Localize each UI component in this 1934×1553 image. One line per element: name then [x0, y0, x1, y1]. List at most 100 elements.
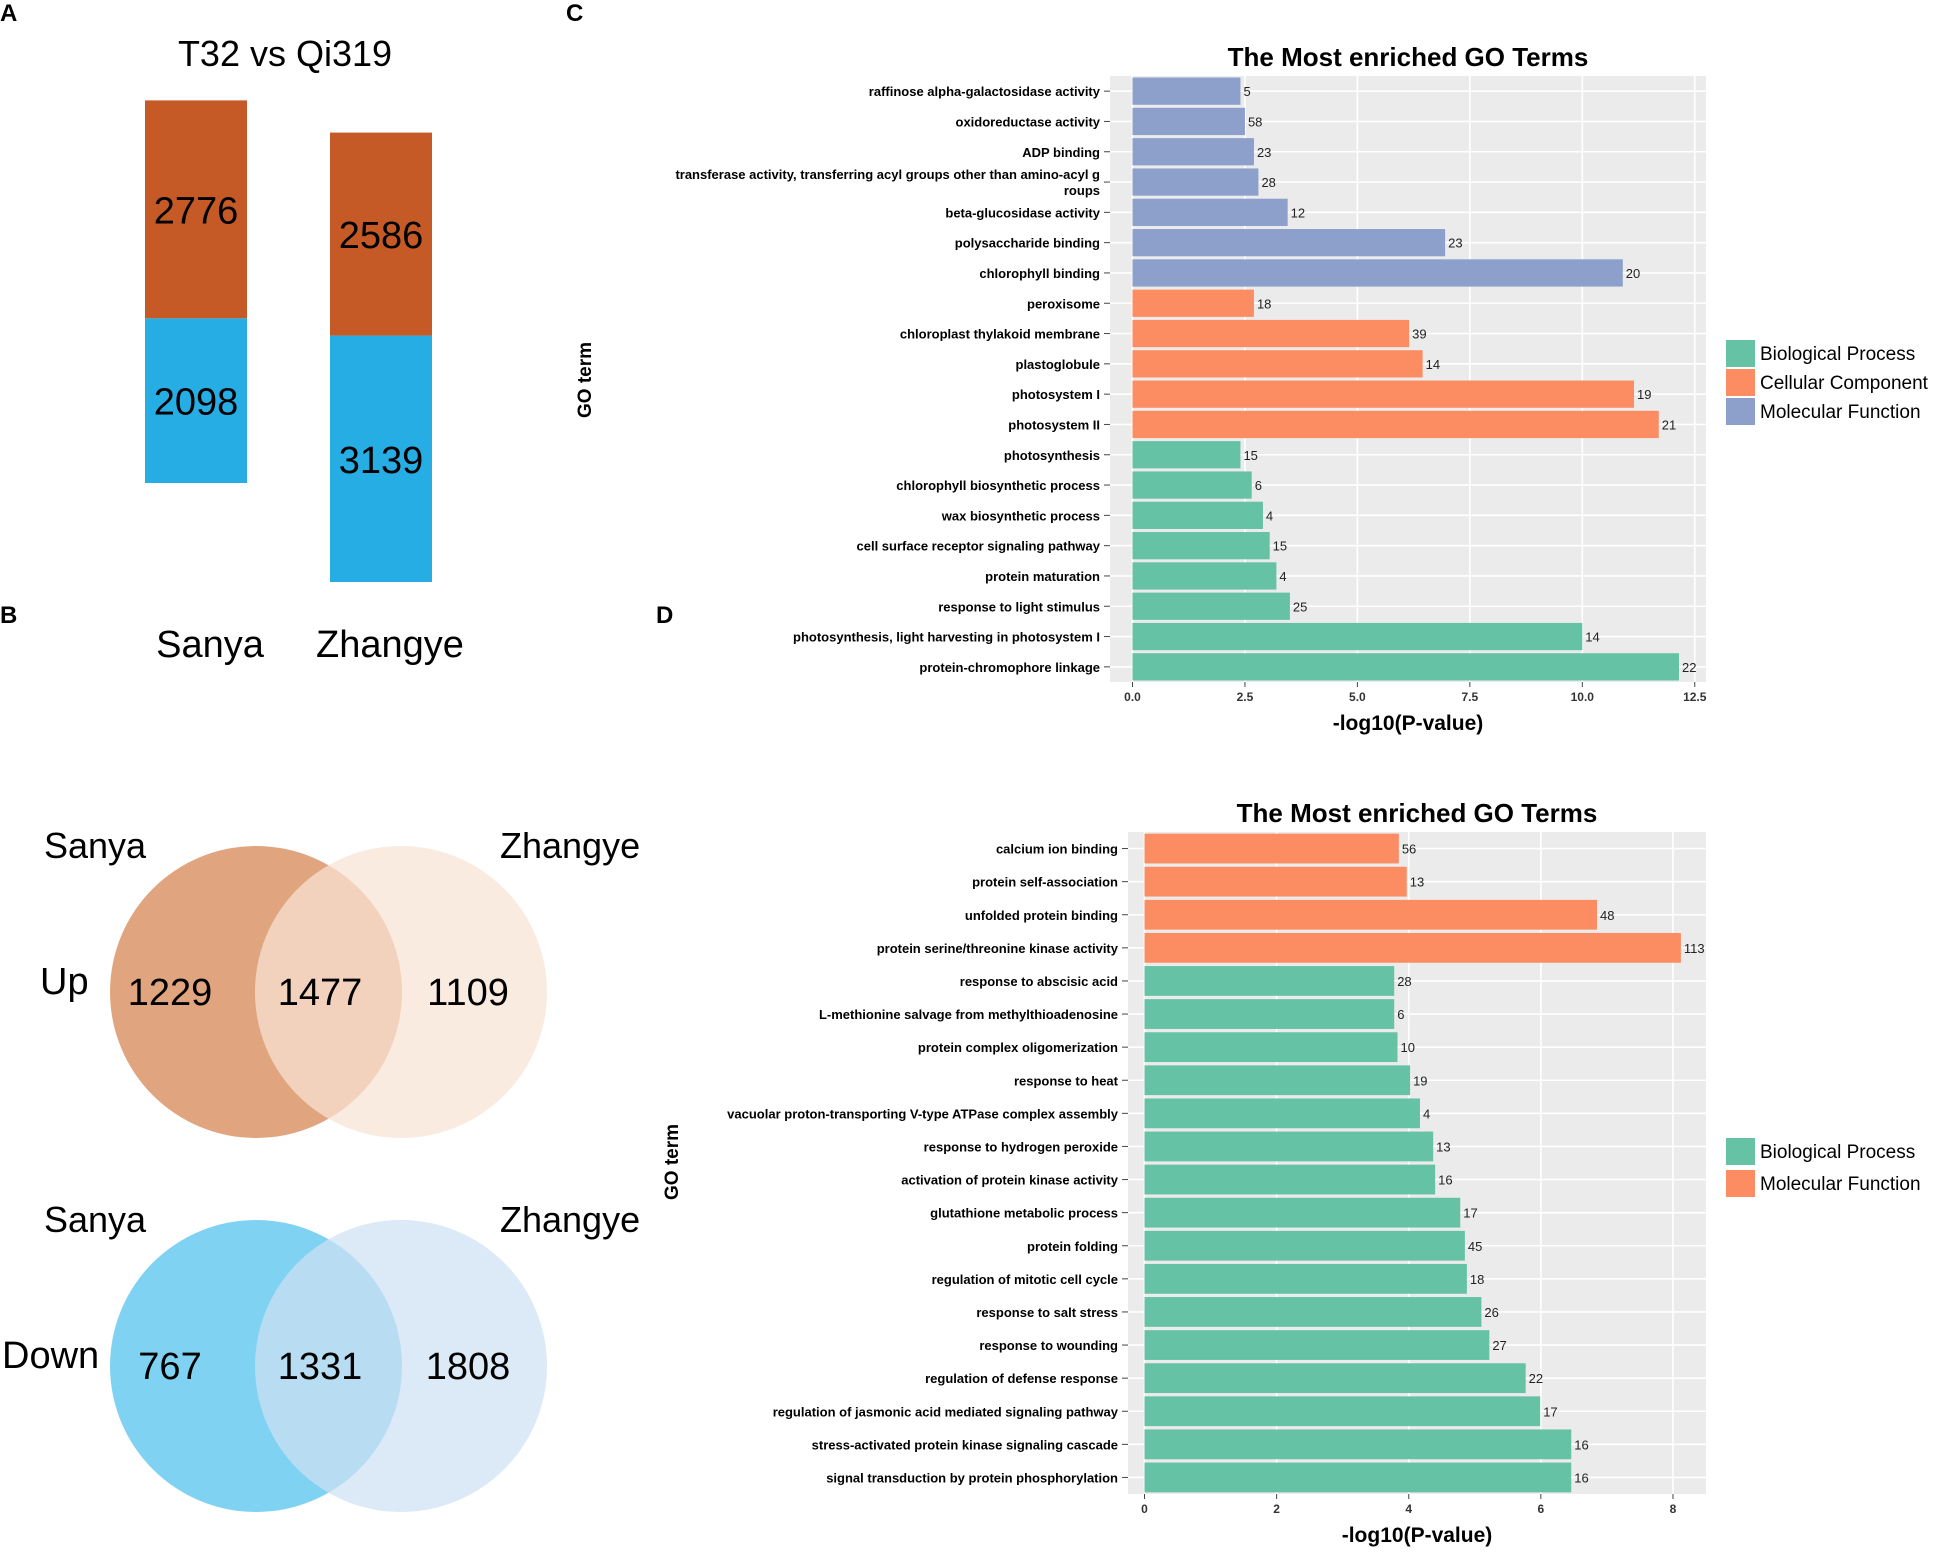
y-tick-label: photosynthesis, light harvesting in phot… — [793, 630, 1100, 645]
bar — [1144, 1396, 1541, 1427]
x-axis-label: -log10(P-value) — [1342, 1524, 1493, 1547]
bar-count-label: 39 — [1412, 327, 1426, 342]
bar — [1144, 833, 1399, 864]
data-label: 3139 — [339, 440, 424, 482]
y-tick-label: response to salt stress — [976, 1305, 1118, 1320]
venn-count: 1808 — [426, 1346, 511, 1388]
bar — [1132, 198, 1288, 226]
x-tick-label: 5.0 — [1349, 690, 1366, 704]
bar — [1132, 471, 1252, 499]
bar-count-label: 22 — [1682, 660, 1696, 675]
x-tick-label: 0 — [1141, 1502, 1148, 1516]
y-tick-label: response to heat — [1014, 1073, 1119, 1088]
y-tick-label: response to wounding — [979, 1338, 1118, 1353]
y-tick-label: protein serine/threonine kinase activity — [877, 941, 1119, 956]
bar — [1132, 77, 1241, 105]
bar-count-label: 13 — [1410, 875, 1424, 890]
y-tick-label: chloroplast thylakoid membrane — [900, 327, 1100, 342]
bar-count-label: 18 — [1470, 1272, 1484, 1287]
bar-count-label: 25 — [1293, 599, 1307, 614]
bar — [1144, 1363, 1526, 1394]
y-tick-label: regulation of jasmonic acid mediated sig… — [773, 1404, 1119, 1419]
data-label: 2586 — [339, 215, 424, 257]
bar-count-label: 28 — [1397, 974, 1411, 989]
bar — [1132, 319, 1410, 348]
bar-count-label: 16 — [1438, 1173, 1452, 1188]
bar — [1132, 653, 1680, 681]
bar-count-label: 45 — [1468, 1239, 1482, 1254]
bar-count-label: 4 — [1423, 1106, 1430, 1121]
bar-segment-down — [145, 318, 247, 483]
bar — [1144, 1297, 1482, 1327]
x-tick-label: 2 — [1273, 1502, 1280, 1516]
bar-count-label: 27 — [1492, 1338, 1506, 1353]
bar — [1132, 562, 1277, 590]
bar-count-label: 6 — [1255, 478, 1262, 493]
bar — [1144, 866, 1407, 897]
x-tick-label: 0.0 — [1124, 690, 1141, 704]
venn-group-label: Up — [40, 961, 89, 1003]
y-tick-label: regulation of defense response — [925, 1371, 1118, 1386]
bar — [1132, 532, 1270, 560]
chart-title: T32 vs Qi319 — [178, 33, 392, 74]
y-tick-label: beta-glucosidase activity — [945, 205, 1100, 220]
bar — [1132, 380, 1635, 408]
y-tick-label: unfolded protein binding — [965, 908, 1118, 923]
venn-count: 1109 — [427, 972, 509, 1014]
bar-count-label: 5 — [1243, 84, 1250, 99]
bar-count-label: 21 — [1662, 417, 1676, 432]
y-tick-label: response to light stimulus — [938, 599, 1100, 614]
bar — [1132, 138, 1254, 166]
panel-letter-b: B — [0, 602, 18, 629]
bar-count-label: 23 — [1257, 145, 1271, 160]
y-tick-label: photosynthesis — [1004, 448, 1100, 463]
bar — [1132, 622, 1583, 651]
bar — [1144, 1429, 1572, 1460]
y-tick-label: chlorophyll biosynthetic process — [896, 478, 1100, 493]
bar-count-label: 10 — [1401, 1040, 1415, 1055]
y-tick-label: wax biosynthetic process — [941, 508, 1100, 523]
bar — [1144, 932, 1681, 963]
bar — [1132, 229, 1446, 257]
chart-title: The Most enriched GO Terms — [1237, 798, 1598, 828]
y-tick-label: calcium ion binding — [996, 842, 1118, 857]
bar — [1132, 289, 1254, 317]
bar — [1144, 1197, 1461, 1228]
y-tick-label: photosystem II — [1008, 417, 1100, 432]
plot-background — [1110, 76, 1706, 682]
venn-circle-right — [255, 1220, 547, 1512]
bar — [1132, 501, 1263, 529]
bar-count-label: 4 — [1279, 569, 1286, 584]
bar-count-label: 6 — [1397, 1007, 1404, 1022]
bar-count-label: 26 — [1484, 1305, 1498, 1320]
bar-count-label: 14 — [1585, 630, 1599, 645]
category-label: Zhangye — [316, 624, 464, 666]
bar-count-label: 4 — [1266, 508, 1273, 523]
y-tick-label: peroxisome — [1027, 296, 1100, 311]
bar-count-label: 12 — [1291, 205, 1305, 220]
bar-count-label: 19 — [1637, 387, 1651, 402]
panel-d-go-bar-chart: 0 2 4 6 8 56 calcium ion binding 13 protein self… — [662, 798, 1921, 1547]
bar — [1144, 1263, 1467, 1294]
venn-group-label: Down — [2, 1335, 99, 1377]
venn-circle-right — [255, 846, 547, 1138]
bar — [1132, 410, 1659, 439]
y-tick-label: raffinose alpha-galactosidase activity — [869, 84, 1101, 99]
y-tick-label: photosystem I — [1012, 387, 1100, 402]
x-tick-label: 8 — [1670, 1502, 1677, 1516]
y-tick-label: regulation of mitotic cell cycle — [932, 1272, 1118, 1287]
legend-label: Molecular Function — [1760, 402, 1921, 423]
bar — [1132, 350, 1423, 378]
bar — [1144, 966, 1395, 996]
bar-segment-down — [330, 335, 432, 582]
y-tick-label: L-methionine salvage from methylthioaden… — [819, 1007, 1118, 1022]
bar-count-label: 16 — [1574, 1437, 1588, 1452]
x-tick-label: 6 — [1538, 1502, 1545, 1516]
y-tick-label: protein-chromophore linkage — [919, 660, 1100, 675]
panel-a-stacked-bar-chart: T32 vs Qi319 2098 2776 Sanya 3139 2586 Zhangye — [145, 33, 464, 666]
x-tick-label: 12.5 — [1683, 690, 1707, 704]
bar — [1144, 1230, 1465, 1261]
bar — [1144, 1098, 1420, 1129]
bar — [1144, 1462, 1572, 1493]
y-tick-label: oxidoreductase activity — [956, 114, 1101, 129]
